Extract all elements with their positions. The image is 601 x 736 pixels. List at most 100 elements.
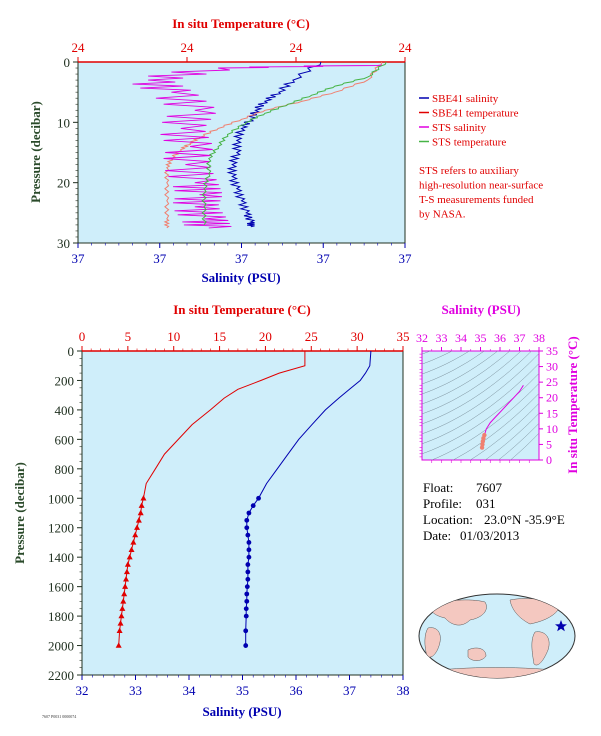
map-land-asia [429,599,487,626]
ts-density-contour [484,412,539,460]
top-plot-area [77,61,406,244]
top-salinity-axis-label: Salinity (PSU) [201,270,280,285]
profile-salinity-point [256,495,261,501]
ts-temperature-tick-label: 35 [546,344,558,358]
float-info: Float: 7607 Profile: 031 Location: 23.0°… [423,480,565,543]
profile-salinity-point [244,591,250,597]
profile-temperature-point [122,583,129,589]
ts-series [479,385,524,450]
legend-note-line: STS refers to auxiliary [419,165,519,177]
map-land-south-america [531,631,550,666]
ts-salinity-tick-label: 32 [416,331,428,345]
ts-temperature-tick-label: 25 [546,375,558,389]
top-salinity-tick-label: 37 [317,251,331,266]
legend-note-line: by NASA. [419,209,466,221]
ts-density-contour [469,402,539,460]
profile-salinity-point [246,510,252,516]
legend-note: STS refers to auxiliary high-resolution n… [419,165,543,221]
ts-temperature-tick-label: 5 [546,437,552,451]
profile-temperature-point [135,517,142,523]
float-value: 7607 [476,480,503,495]
ts-density-contour [498,422,539,460]
profile-salinity-point [246,547,252,553]
ts-density-contour [422,353,539,435]
profile-salinity-tick-label: 34 [183,683,197,698]
legend-note-line: high-resolution near-surface [419,180,543,192]
ts-density-contours [422,351,539,460]
profile-temperature-point [123,576,130,582]
map-land-antarctica [424,667,571,678]
profile-temperature-point [115,642,122,648]
map-land-africa [424,627,441,658]
ts-salinity-tick-label: 38 [533,331,545,345]
profile-series [115,350,372,648]
top-temperature-tick-label: 24 [290,40,304,55]
profile-salinity-point [244,584,250,590]
top-pressure-tick-label: 10 [57,115,70,130]
profile-salinity-tick-label: 38 [397,683,410,698]
date-label: Date: [423,528,451,543]
profile-salinity-point [245,569,251,575]
profile-pressure-tick-label: 0 [68,344,75,359]
profile-salinity-point [244,525,250,531]
top-temperature-tick-label: 24 [181,40,195,55]
legend-label: STS temperature [432,137,506,149]
legend-label: SBE41 temperature [432,108,519,120]
profile-temperature-point [134,524,141,530]
profile-temperature-tick-label: 0 [79,329,86,344]
profile-pressure-tick-label: 200 [55,373,75,388]
profile-value: 031 [476,496,496,511]
profile-pressure-ticks: 0 200 400 600 800 1000 1200 1400 1600 1800 2000 220… [48,344,82,683]
top-panel: In situ Temperature (°C) 24 24 24 24 37 37 37… [28,16,412,285]
footer-code: 7607 P0031 0000074 [42,714,76,719]
top-temperature-tick-label: 24 [399,40,413,55]
profile-temperature-tick-label: 10 [167,329,180,344]
profile-temperature-tick-label: 35 [397,329,410,344]
top-salinity-ticks: 37 37 37 37 37 [72,243,412,266]
top-temperature-ticks: 24 24 24 24 [72,40,413,62]
ts-temperature-axis-label: In situ Temperature (°C) [565,336,580,474]
profile-pressure-tick-label: 400 [55,403,75,418]
ts-salinity-tick-label: 34 [455,331,467,345]
profile-temperature-tick-label: 5 [125,329,132,344]
top-sts-temperature-line [201,61,387,226]
profile-pressure-tick-label: 800 [55,462,75,477]
map-land-australia [467,647,487,661]
profile-salinity-ticks: 32 33 34 35 36 37 38 [76,675,410,698]
legend-note-line: T-S measurements funded [419,194,534,206]
ts-salinity-tick-label: 35 [475,331,487,345]
profile-salinity-point [244,517,250,523]
ts-density-contour [422,351,485,385]
top-salinity-tick-label: 37 [235,251,249,266]
top-salinity-tick-label: 37 [72,251,86,266]
profile-pressure-tick-label: 1200 [48,521,74,536]
profile-temperature-point [140,495,147,501]
profile-temperature-tick-label: 30 [351,329,364,344]
world-map [418,593,576,679]
ts-salinity-ticks: 32 33 34 35 36 37 38 [416,331,545,463]
location-value: 23.0°N -35.9°E [484,512,565,527]
profile-salinity-point [243,643,249,648]
profile-pressure-tick-label: 1000 [48,491,74,506]
profile-pressure-tick-label: 1400 [48,550,74,565]
profile-salinity-point [243,628,249,634]
top-pressure-tick-label: 20 [57,176,70,191]
profile-temperature-tick-label: 20 [259,329,272,344]
profile-salinity-point [243,606,249,612]
profile-salinity-tick-label: 37 [343,683,357,698]
profile-temperature-ticks: 0 5 10 15 20 25 30 35 [79,329,410,351]
profile-temperature-point [120,598,127,604]
profile-salinity-point [243,613,249,619]
profile-temperature-tick-label: 15 [213,329,226,344]
ts-density-contour [422,373,539,455]
ts-density-contour [422,351,470,375]
profile-temperature-axis-label: In situ Temperature (°C) [173,302,311,317]
profile-pressure-tick-label: 2200 [48,668,74,683]
profile-pressure-tick-label: 600 [55,432,75,447]
ts-density-contour [422,363,539,445]
legend-label: STS salinity [432,122,487,134]
profile-temperature-point [124,561,131,567]
profile-salinity-tick-label: 32 [76,683,89,698]
